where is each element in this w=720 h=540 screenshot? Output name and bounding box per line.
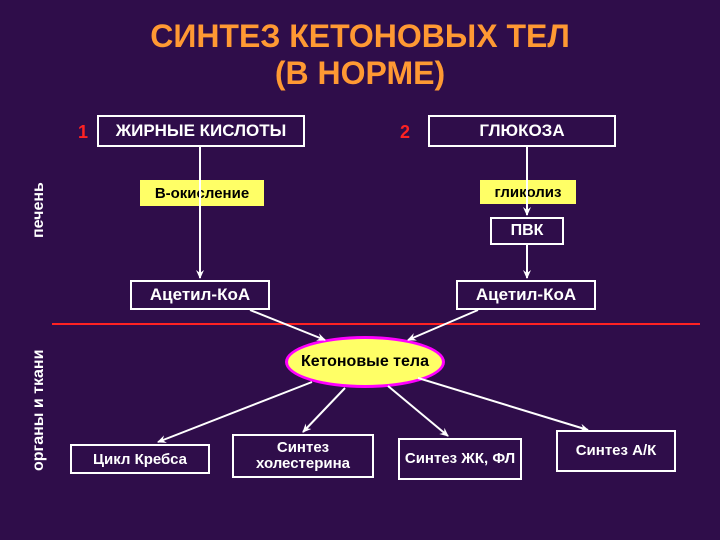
slide-title: СИНТЕЗ КЕТОНОВЫХ ТЕЛ (В НОРМЕ) <box>0 18 720 92</box>
label-beta-oxidation: В-окисление <box>140 180 264 206</box>
node-krebs-cycle: Цикл Кребса <box>70 444 210 474</box>
region-label-tissues: органы и ткани <box>30 330 48 490</box>
path-number-1: 1 <box>78 122 88 143</box>
node-acetyl-coa-left: Ацетил-КоА <box>130 280 270 310</box>
node-ak-synth: Синтез А/К <box>556 430 676 472</box>
title-line2: (В НОРМЕ) <box>275 55 445 91</box>
node-fatty-acids: ЖИРНЫЕ КИСЛОТЫ <box>97 115 305 147</box>
node-cholesterol-synth: Синтез холестерина <box>232 434 374 478</box>
node-fa-pl-synth: Синтез ЖК, ФЛ <box>398 438 522 480</box>
node-acetyl-coa-right: Ацетил-КоА <box>456 280 596 310</box>
region-label-liver: печень <box>30 150 48 270</box>
region-divider <box>52 323 700 325</box>
node-pvk: ПВК <box>490 217 564 245</box>
label-glycolysis: гликолиз <box>480 180 576 204</box>
node-glucose: ГЛЮКОЗА <box>428 115 616 147</box>
title-line1: СИНТЕЗ КЕТОНОВЫХ ТЕЛ <box>150 18 570 54</box>
node-ketone-bodies: Кетоновые тела <box>285 336 445 388</box>
path-number-2: 2 <box>400 122 410 143</box>
